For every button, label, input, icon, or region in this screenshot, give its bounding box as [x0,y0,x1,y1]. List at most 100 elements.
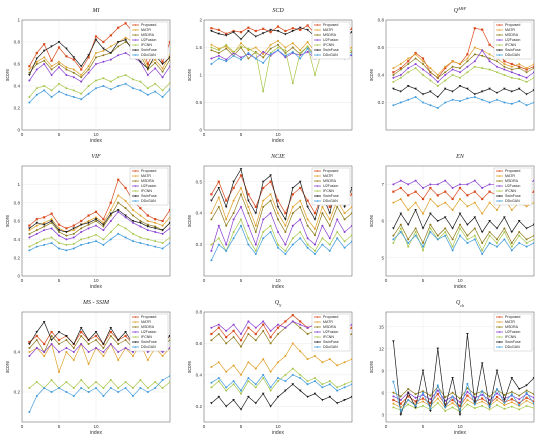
legend-marker [134,316,137,318]
data-point [277,49,279,52]
data-point [321,205,324,208]
legend-marker [316,341,319,343]
data-point [28,249,31,252]
data-point [299,205,302,208]
data-point [473,46,476,49]
data-point [306,224,309,227]
data-point [481,54,484,57]
data-point [35,232,38,235]
data-point [351,380,352,383]
data-point [518,404,521,407]
data-point [525,67,528,70]
legend-label: Proposed [505,315,520,319]
series-line-matr [29,37,170,76]
data-point [451,377,454,380]
data-point [225,45,228,48]
legend-marker [134,175,137,177]
data-point [429,186,432,190]
data-point [65,227,68,230]
data-point [518,394,521,397]
data-point [109,220,112,222]
x-tick-label: 10 [93,424,99,429]
data-point [392,406,395,409]
data-point [102,387,105,389]
data-point [473,238,476,241]
data-point [225,329,228,332]
data-point [132,351,134,353]
data-point [298,389,302,392]
data-point [277,361,279,364]
data-point [473,53,476,56]
series-group [392,333,534,416]
data-point [298,180,302,184]
data-point [306,395,309,399]
data-point [87,221,90,225]
data-point [451,68,454,71]
y-axis-label: score [369,215,375,227]
data-point [102,54,105,57]
y-tick-label: 0.2 [14,255,21,260]
data-point [436,205,439,208]
data-point [154,240,157,243]
data-point [262,186,265,190]
data-point [276,326,280,329]
data-point [414,234,417,237]
data-point [169,242,170,244]
data-point [169,227,170,230]
data-point [240,389,242,392]
legend-marker [498,190,501,192]
data-point [510,398,513,401]
data-point [169,81,170,84]
legend-box [129,313,169,352]
legend-label: DDcGAN [141,53,156,57]
data-point [436,96,440,99]
legend-marker [498,44,501,46]
data-point [444,79,447,82]
data-point [102,225,105,228]
data-point [240,224,242,227]
data-point [481,404,484,407]
data-point [210,386,213,389]
data-point [154,90,157,93]
data-point [117,232,120,235]
data-point [262,27,265,30]
data-point [117,387,120,389]
data-point [451,227,454,230]
data-point [35,224,38,227]
data-point [87,223,90,226]
data-point [488,68,491,71]
y-tick-label: 12 [379,346,385,351]
series-line-msdra [29,202,170,237]
data-point [117,194,120,197]
data-point [518,398,521,401]
data-point [95,79,97,82]
data-point [87,363,90,365]
y-tick-label: 6 [381,219,384,224]
data-point [451,406,454,409]
data-point [169,375,170,377]
data-point [429,79,432,82]
data-point [336,389,339,392]
legend-marker [316,200,319,202]
data-point [232,237,235,240]
data-point [65,66,68,69]
data-point [532,223,534,226]
data-point [102,343,105,346]
data-point [87,65,90,68]
data-point [306,383,309,386]
data-point [406,223,410,226]
data-point [154,231,157,233]
data-point [284,49,287,52]
data-point [459,183,461,186]
series-line-swinfuse [29,209,170,233]
series-line-ifcnn [29,379,170,389]
data-point [217,47,220,50]
data-point [351,46,352,49]
data-point [414,201,417,204]
data-point [247,326,250,329]
data-point [94,35,98,38]
data-point [466,390,469,393]
data-point [399,101,402,104]
legend-label: Proposed [323,23,338,27]
